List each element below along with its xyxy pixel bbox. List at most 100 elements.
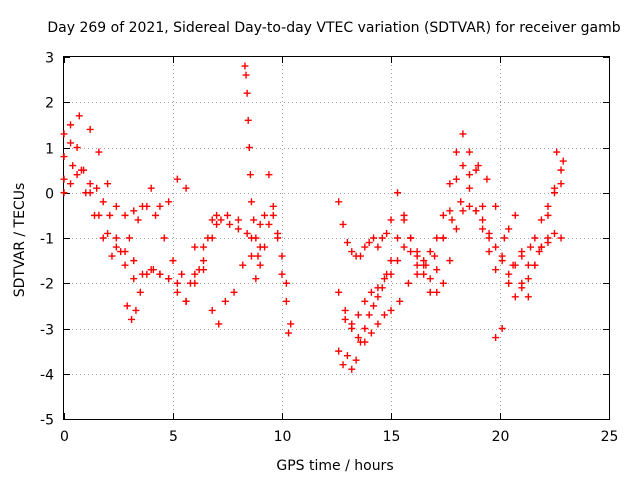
- data-point: [282, 279, 290, 287]
- data-point: [553, 148, 561, 156]
- data-point: [374, 293, 382, 301]
- data-point: [459, 207, 467, 215]
- data-point: [394, 257, 402, 265]
- data-point: [413, 248, 421, 256]
- data-point: [343, 239, 351, 247]
- series-track-j: [335, 180, 565, 328]
- data-point: [354, 334, 362, 342]
- data-point: [400, 243, 408, 251]
- data-marks: [60, 62, 567, 373]
- series-track-k: [341, 148, 567, 346]
- x-tick-label: 25: [601, 429, 619, 445]
- data-point: [160, 234, 168, 242]
- data-point: [361, 243, 369, 251]
- data-point: [404, 279, 412, 287]
- data-point: [479, 202, 487, 210]
- data-point: [483, 175, 491, 183]
- data-point: [147, 184, 155, 192]
- data-point: [241, 62, 249, 70]
- y-tick-label: 3: [45, 51, 54, 67]
- data-point: [182, 297, 190, 305]
- data-point: [130, 207, 138, 215]
- data-point: [509, 261, 517, 269]
- data-point: [217, 216, 225, 224]
- data-point: [80, 166, 88, 174]
- data-point: [335, 288, 343, 296]
- data-point: [191, 279, 199, 287]
- data-point: [518, 252, 526, 260]
- data-point: [132, 306, 140, 314]
- data-point: [485, 248, 493, 256]
- data-point: [431, 252, 439, 260]
- data-point: [500, 234, 508, 242]
- data-point: [252, 234, 260, 242]
- data-point: [121, 248, 129, 256]
- data-point: [505, 270, 513, 278]
- x-tick-label: 10: [274, 429, 292, 445]
- data-point: [452, 175, 460, 183]
- data-point: [551, 184, 558, 192]
- x-tick-label: 15: [383, 429, 401, 445]
- data-point: [426, 275, 434, 283]
- data-point: [121, 261, 129, 269]
- data-point: [557, 180, 565, 188]
- axis-ticks: -5 -4 -3 -2 -1 0 1 2 3 0 5 10 15 20 25: [40, 51, 618, 446]
- data-point: [173, 288, 181, 296]
- data-point: [339, 220, 347, 228]
- data-point: [439, 234, 447, 242]
- data-point: [457, 198, 465, 206]
- series-track-d: [60, 121, 138, 265]
- data-point: [125, 234, 133, 242]
- data-point: [413, 261, 421, 269]
- data-point: [446, 207, 454, 215]
- data-point: [243, 89, 251, 97]
- data-point: [191, 243, 199, 251]
- data-point: [394, 234, 402, 242]
- data-point: [459, 162, 467, 170]
- series-track-b: [60, 162, 216, 305]
- grid-layer: [64, 57, 609, 419]
- x-tick-label: 0: [60, 429, 69, 445]
- data-point: [128, 315, 136, 323]
- data-point: [370, 302, 378, 310]
- data-point: [99, 234, 107, 242]
- data-point: [278, 270, 286, 278]
- data-point: [433, 234, 441, 242]
- data-point: [282, 297, 290, 305]
- data-point: [394, 189, 402, 197]
- data-point: [479, 216, 487, 224]
- data-point: [420, 270, 428, 278]
- data-point: [531, 261, 539, 269]
- data-point: [335, 198, 343, 206]
- y-tick-label: 0: [45, 187, 54, 203]
- data-point: [380, 275, 388, 283]
- data-point: [413, 270, 421, 278]
- y-tick-label: 2: [45, 96, 54, 112]
- data-point: [136, 288, 144, 296]
- data-point: [242, 71, 250, 79]
- data-point: [511, 293, 519, 301]
- data-point: [256, 261, 264, 269]
- data-point: [287, 320, 295, 328]
- series-track-g: [241, 62, 293, 337]
- data-point: [511, 211, 519, 219]
- data-point: [178, 270, 186, 278]
- data-point: [492, 202, 500, 210]
- data-point: [465, 148, 473, 156]
- data-point: [446, 257, 454, 265]
- data-point: [165, 198, 173, 206]
- data-point: [73, 171, 81, 179]
- data-point: [73, 144, 81, 151]
- data-point: [356, 252, 364, 260]
- data-point: [60, 130, 68, 138]
- data-point: [182, 184, 190, 192]
- y-tick-label: -3: [40, 323, 54, 339]
- data-point: [341, 315, 349, 323]
- data-point: [474, 162, 482, 170]
- data-point: [246, 171, 254, 179]
- series-track-h: [335, 130, 565, 373]
- data-point: [254, 252, 262, 260]
- data-point: [335, 347, 343, 355]
- data-point: [60, 153, 68, 161]
- data-point: [479, 225, 487, 233]
